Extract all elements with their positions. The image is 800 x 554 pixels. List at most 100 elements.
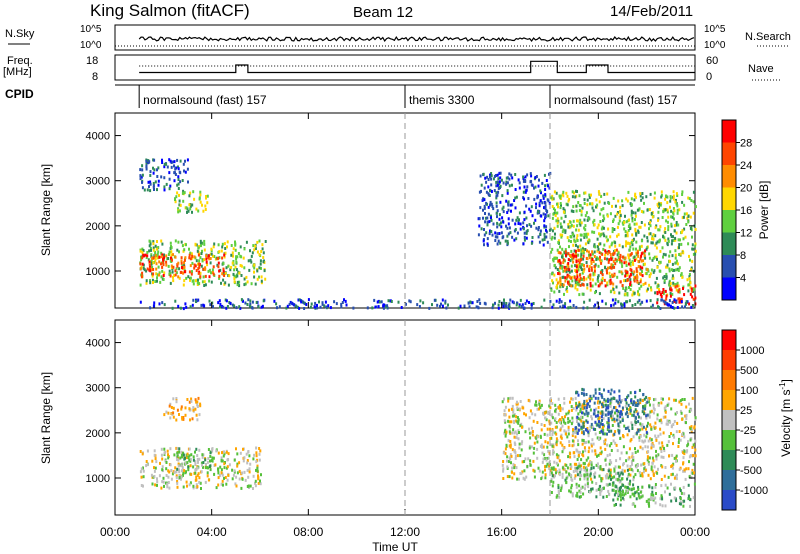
heatmap-cell — [677, 284, 680, 288]
heatmap-cell — [477, 233, 480, 237]
heatmap-cell — [596, 245, 599, 249]
heatmap-cell — [571, 190, 574, 194]
heatmap-cell — [583, 402, 586, 406]
heatmap-cell — [590, 259, 593, 263]
heatmap-cell — [663, 446, 665, 450]
heatmap-cell — [488, 220, 491, 224]
heatmap-cell — [197, 472, 200, 476]
heatmap-cell — [670, 288, 673, 292]
heatmap-cell — [600, 488, 603, 492]
heatmap-cell — [638, 438, 641, 442]
heatmap-cell — [251, 251, 254, 255]
heatmap-cell — [601, 271, 603, 275]
heatmap-cell — [570, 465, 573, 469]
heatmap-cell — [614, 241, 617, 245]
heatmap-cell — [644, 468, 647, 472]
heatmap-cell — [625, 220, 628, 224]
heatmap-cell — [649, 192, 652, 196]
heatmap-cell — [145, 167, 148, 171]
heatmap-cell — [670, 242, 673, 246]
heatmap-cell — [526, 185, 529, 189]
heatmap-cell — [222, 305, 225, 309]
heatmap-cell — [263, 269, 266, 273]
heatmap-cell — [148, 244, 151, 248]
heatmap-cell — [563, 265, 566, 269]
heatmap-cell — [655, 224, 658, 228]
heatmap-cell — [691, 304, 694, 307]
heatmap-cell — [518, 303, 521, 307]
heatmap-cell — [629, 278, 632, 282]
heatmap-cell — [565, 270, 568, 274]
heatmap-cell — [597, 264, 600, 268]
heatmap-cell — [175, 418, 178, 422]
heatmap-cell — [519, 298, 522, 302]
heatmap-cell — [163, 165, 166, 169]
heatmap-cell — [390, 300, 393, 303]
heatmap-cell — [566, 236, 569, 240]
heatmap-cell — [528, 444, 531, 448]
heatmap-cell — [579, 223, 582, 227]
heatmap-cell — [573, 191, 575, 195]
heatmap-cell — [235, 275, 238, 279]
heatmap-cell — [676, 473, 678, 477]
heatmap-cell — [659, 432, 662, 436]
heatmap-cell — [671, 453, 674, 457]
heatmap-cell — [275, 302, 278, 306]
heatmap-cell — [614, 262, 617, 266]
heatmap-cell — [559, 305, 562, 309]
heatmap-cell — [693, 482, 696, 486]
heatmap-cell — [587, 275, 590, 279]
heatmap-cell — [140, 475, 143, 479]
heatmap-cell — [637, 282, 640, 285]
heatmap-cell — [196, 466, 199, 470]
heatmap-cell — [636, 469, 639, 473]
heatmap-cell — [505, 176, 508, 180]
heatmap-cell — [633, 198, 636, 202]
heatmap-cell — [218, 299, 221, 303]
heatmap-cell — [647, 450, 650, 454]
heatmap-cell — [563, 429, 566, 433]
heatmap-cell — [544, 476, 547, 480]
heatmap-cell — [637, 254, 640, 258]
heatmap-cell — [623, 220, 626, 224]
heatmap-cell — [509, 203, 512, 207]
heatmap-cell — [248, 268, 251, 272]
heatmap-cell — [223, 462, 226, 466]
heatmap-cell — [552, 480, 555, 484]
heatmap-cell — [144, 253, 147, 257]
heatmap-cell — [490, 216, 492, 220]
heatmap-cell — [197, 246, 200, 250]
colorbar-segment — [722, 350, 736, 371]
heatmap-cell — [590, 466, 593, 470]
heatmap-cell — [675, 268, 678, 272]
heatmap-cell — [142, 475, 145, 479]
heatmap-cell — [221, 304, 224, 308]
heatmap-cell — [237, 270, 240, 274]
heatmap-cell — [467, 301, 470, 305]
heatmap-cell — [575, 280, 578, 283]
heatmap-cell — [553, 236, 556, 240]
heatmap-cell — [543, 453, 546, 457]
heatmap-cell — [626, 486, 629, 490]
heatmap-cell — [470, 301, 473, 305]
heatmap-cell — [238, 477, 241, 481]
heatmap-cell — [239, 245, 242, 249]
heatmap-cell — [523, 210, 526, 214]
heatmap-cell — [665, 302, 668, 305]
heatmap-cell — [660, 455, 663, 459]
heatmap-cell — [580, 425, 583, 429]
heatmap-cell — [601, 299, 604, 303]
heatmap-cell — [621, 406, 624, 410]
heatmap-cell — [590, 463, 593, 467]
heatmap-cell — [513, 199, 516, 202]
heatmap-cell — [678, 300, 681, 304]
heatmap-cell — [616, 449, 619, 453]
heatmap-cell — [161, 457, 164, 461]
heatmap-cell — [151, 482, 154, 486]
heatmap-cell — [196, 400, 199, 404]
heatmap-cell — [659, 249, 662, 253]
heatmap-cell — [614, 214, 617, 218]
heatmap-cell — [156, 276, 158, 280]
heatmap-cell — [585, 261, 588, 264]
heatmap-cell — [646, 445, 649, 449]
